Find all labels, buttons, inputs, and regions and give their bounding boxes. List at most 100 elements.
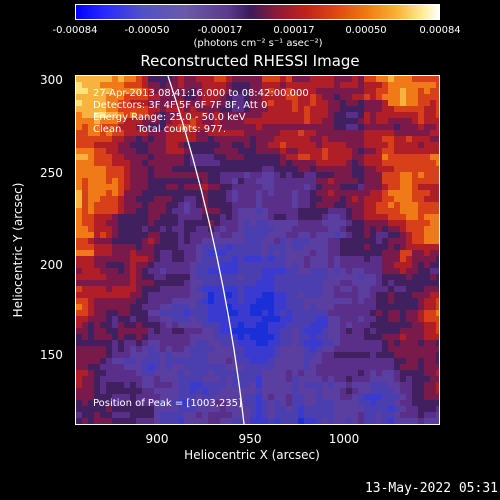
heatmap-pixel xyxy=(124,406,130,412)
heatmap-pixel xyxy=(100,178,106,184)
heatmap-pixel xyxy=(400,220,406,226)
heatmap-pixel xyxy=(88,340,94,346)
heatmap-pixel xyxy=(280,118,286,124)
heatmap-pixel xyxy=(286,352,292,358)
heatmap-pixel xyxy=(142,220,148,226)
heatmap-pixel xyxy=(106,394,112,400)
heatmap-pixel xyxy=(322,226,328,232)
heatmap-pixel xyxy=(298,406,304,412)
heatmap-pixel xyxy=(406,274,412,280)
heatmap-pixel xyxy=(88,268,94,274)
heatmap-pixel xyxy=(436,100,439,106)
heatmap-pixel xyxy=(94,136,100,142)
heatmap-pixel xyxy=(358,340,364,346)
heatmap-pixel xyxy=(130,310,136,316)
heatmap-pixel xyxy=(394,94,400,100)
heatmap-pixel xyxy=(250,382,256,388)
heatmap-pixel xyxy=(364,94,370,100)
heatmap-pixel xyxy=(334,184,340,190)
heatmap-pixel xyxy=(352,190,358,196)
heatmap-pixel xyxy=(274,196,280,202)
heatmap-pixel xyxy=(184,154,190,160)
heatmap-pixel xyxy=(352,172,358,178)
heatmap-pixel xyxy=(250,244,256,250)
heatmap-pixel xyxy=(202,370,208,376)
heatmap-pixel xyxy=(340,94,346,100)
heatmap-pixel xyxy=(436,244,439,250)
heatmap-pixel xyxy=(328,178,334,184)
heatmap-pixel xyxy=(322,100,328,106)
heatmap-pixel xyxy=(256,418,262,424)
heatmap-pixel xyxy=(310,184,316,190)
heatmap-pixel xyxy=(118,262,124,268)
heatmap-pixel xyxy=(406,256,412,262)
heatmap-pixel xyxy=(352,418,358,424)
heatmap-pixel xyxy=(352,142,358,148)
heatmap-pixel xyxy=(328,160,334,166)
heatmap-pixel xyxy=(220,214,226,220)
heatmap-pixel xyxy=(424,172,430,178)
heatmap-pixel xyxy=(256,328,262,334)
heatmap-pixel xyxy=(106,412,112,418)
heatmap-pixel xyxy=(298,220,304,226)
image-title: Reconstructed RHESSI Image xyxy=(140,52,360,70)
heatmap-pixel xyxy=(394,406,400,412)
heatmap-pixel xyxy=(130,400,136,406)
heatmap-pixel xyxy=(142,196,148,202)
heatmap-pixel xyxy=(172,268,178,274)
heatmap-pixel xyxy=(136,154,142,160)
heatmap-pixel xyxy=(172,304,178,310)
heatmap-pixel xyxy=(424,202,430,208)
heatmap-pixel xyxy=(424,352,430,358)
heatmap-pixel xyxy=(262,226,268,232)
heatmap-pixel xyxy=(184,130,190,136)
heatmap-pixel xyxy=(310,334,316,340)
heatmap-pixel xyxy=(250,334,256,340)
heatmap-pixel xyxy=(400,394,406,400)
heatmap-pixel xyxy=(154,286,160,292)
heatmap-pixel xyxy=(190,100,196,106)
heatmap-pixel xyxy=(382,256,388,262)
heatmap-pixel xyxy=(112,214,118,220)
heatmap-pixel xyxy=(208,406,214,412)
heatmap-pixel xyxy=(154,316,160,322)
heatmap-pixel xyxy=(148,316,154,322)
heatmap-pixel xyxy=(418,376,424,382)
heatmap-pixel xyxy=(130,220,136,226)
heatmap-pixel xyxy=(148,112,154,118)
heatmap-pixel xyxy=(202,178,208,184)
heatmap-pixel xyxy=(226,208,232,214)
heatmap-pixel xyxy=(430,280,436,286)
heatmap-pixel xyxy=(160,364,166,370)
heatmap-pixel xyxy=(418,160,424,166)
heatmap-pixel xyxy=(394,118,400,124)
heatmap-pixel xyxy=(358,244,364,250)
heatmap-pixel xyxy=(166,400,172,406)
heatmap-pixel xyxy=(154,124,160,130)
heatmap-pixel xyxy=(172,274,178,280)
heatmap-pixel xyxy=(94,172,100,178)
heatmap-pixel xyxy=(298,136,304,142)
heatmap-pixel xyxy=(118,310,124,316)
heatmap-pixel xyxy=(226,136,232,142)
heatmap-pixel xyxy=(100,142,106,148)
heatmap-pixel xyxy=(406,370,412,376)
heatmap-pixel xyxy=(406,298,412,304)
heatmap-pixel xyxy=(268,292,274,298)
heatmap-pixel xyxy=(130,244,136,250)
heatmap-pixel xyxy=(334,196,340,202)
heatmap-pixel xyxy=(340,214,346,220)
heatmap-pixel xyxy=(430,160,436,166)
heatmap-pixel xyxy=(436,172,439,178)
heatmap-pixel xyxy=(166,148,172,154)
heatmap-pixel xyxy=(268,214,274,220)
heatmap-pixel xyxy=(418,304,424,310)
heatmap-pixel xyxy=(244,244,250,250)
heatmap-pixel xyxy=(346,238,352,244)
heatmap-pixel xyxy=(364,238,370,244)
heatmap-pixel xyxy=(274,388,280,394)
heatmap-pixel xyxy=(430,328,436,334)
heatmap-pixel xyxy=(430,352,436,358)
heatmap-pixel xyxy=(244,142,250,148)
heatmap-pixel xyxy=(274,118,280,124)
